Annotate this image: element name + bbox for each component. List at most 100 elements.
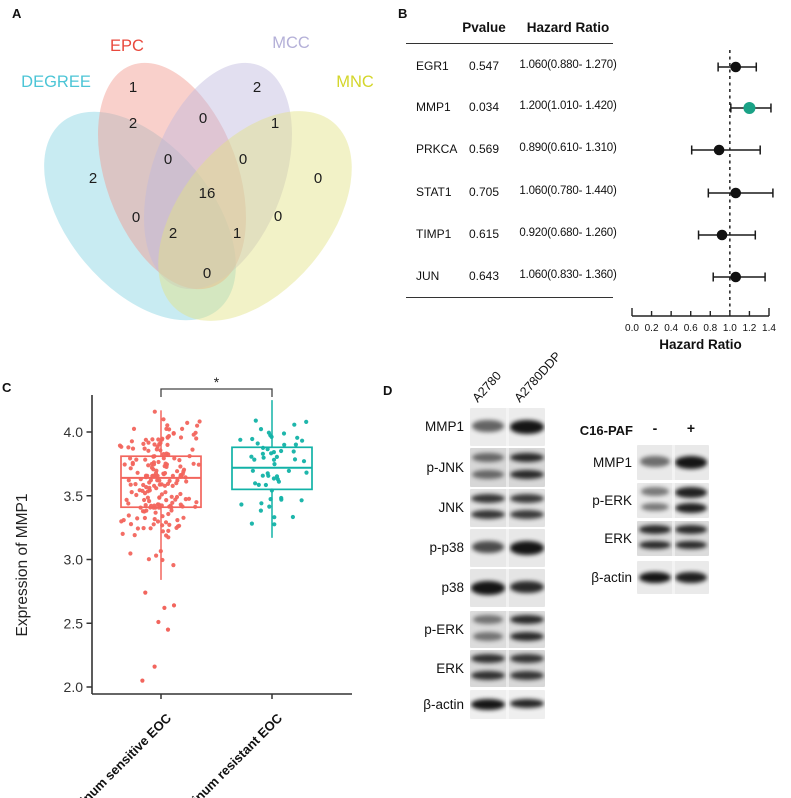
protein-band: [470, 581, 506, 595]
protein-band: [510, 581, 544, 593]
y-tick-label: 4.0: [64, 424, 84, 440]
lane-divider: [506, 529, 509, 567]
blot-row-label-erk: ERK: [604, 531, 632, 546]
hr-table-row-timp1: TIMP1 0.615 0.920(0.680- 1.260): [402, 227, 617, 243]
y-axis-label: Expression of MMP1: [14, 494, 31, 637]
hr-point: [730, 271, 742, 283]
protein-band: [472, 631, 504, 641]
jitter-points: [117, 409, 202, 683]
blot-row-label--actin: β-actin: [591, 570, 632, 585]
venn-ellipse-mcc: [144, 62, 292, 290]
venn-ellipse-degree: [44, 111, 236, 321]
protein-band: [472, 469, 504, 480]
blot-row-label-mmp1: MMP1: [424, 419, 464, 434]
hazard-ratio-table: Pvalue Hazard Ratio EGR1 0.547 1.060(0.880…: [402, 12, 617, 304]
hr-ci-cell: 1.060(0.880- 1.270): [519, 59, 617, 71]
gene-name: EGR1: [416, 59, 449, 73]
venn-count-lower-right: 1: [233, 225, 241, 242]
blot-row-label-erk: ERK: [436, 661, 464, 676]
panel-b-label: B: [398, 6, 408, 21]
protein-band: [471, 493, 505, 503]
hr-table-row-prkca: PRKCA 0.569 0.890(0.610- 1.310): [402, 142, 617, 158]
protein-band: [674, 571, 708, 584]
gene-name: PRKCA: [416, 142, 458, 156]
venn-count-mnc-only: 0: [314, 170, 322, 187]
protein-band: [639, 525, 671, 534]
venn-count-epc-only: 1: [129, 79, 137, 96]
y-tick-label: 3.5: [64, 488, 84, 504]
venn-set-label-degree: DEGREE: [21, 73, 91, 91]
lane-divider: [671, 521, 675, 556]
y-tick-label: 3.0: [64, 552, 84, 568]
col-header-hazard-ratio: Hazard Ratio: [526, 20, 610, 35]
lane-label-plus: +: [686, 420, 696, 436]
blot-strip-p-jnk: [470, 448, 545, 487]
protein-band: [674, 487, 708, 498]
lane-divider: [506, 611, 509, 648]
axis-tick-label: 1.2: [742, 323, 756, 334]
venn-count-mcc-only: 2: [253, 79, 261, 96]
blot-strip-p38: [470, 569, 545, 607]
protein-band: [639, 540, 671, 549]
forest-row-mmp1: [730, 102, 772, 114]
blot-strip-mmp1: [470, 408, 545, 446]
pvalue-cell: 0.615: [468, 227, 500, 241]
forest-x-axis: 0.0 0.2 0.4 0.6 0.8 1.0 1.2 1.4: [625, 308, 776, 334]
forest-row-egr1: [717, 61, 758, 73]
protein-band: [638, 571, 672, 584]
protein-band: [510, 654, 544, 664]
gene-name: JUN: [416, 269, 440, 283]
pvalue-cell: 0.643: [468, 269, 500, 283]
gene-name: STAT1: [416, 185, 452, 199]
venn-set-label-mcc: MCC: [272, 34, 310, 52]
lane-divider: [671, 483, 675, 518]
venn-count-inner-left: 0: [164, 151, 172, 168]
venn-count-mid-right: 0: [274, 208, 282, 225]
blot-row-label-mmp1: MMP1: [592, 455, 632, 470]
protein-band: [509, 420, 545, 434]
treatment-label: C16-PAF: [579, 423, 633, 438]
protein-band: [509, 541, 545, 555]
panel-c-label: C: [2, 380, 12, 395]
hr-ci-cell: 1.200(1.010- 1.420): [519, 100, 617, 112]
lane-label-minus: -: [652, 420, 658, 436]
pvalue-cell: 0.705: [468, 185, 500, 199]
lane-divider: [506, 650, 509, 687]
hr-table-row-jun: JUN 0.643 1.060(0.830- 1.360): [402, 269, 617, 285]
table-bottom-rule: [406, 297, 613, 298]
venn-count-mid-left: 0: [132, 209, 140, 226]
hr-point-highlighted: [743, 102, 756, 114]
blot-strip-p-erk: [470, 611, 545, 648]
protein-band: [510, 670, 544, 680]
lane-divider: [506, 489, 509, 527]
group-resistant: [231, 400, 313, 538]
venn-set-label-epc: EPC: [110, 37, 144, 55]
lane-divider: [506, 448, 509, 487]
venn-set-label-mnc: MNC: [336, 73, 374, 91]
lane-divider: [506, 569, 509, 607]
blot-strip--actin: [470, 690, 545, 719]
protein-band: [510, 493, 544, 503]
lane-divider: [671, 561, 675, 594]
protein-band: [674, 456, 708, 469]
venn-ellipse-mnc: [158, 111, 352, 321]
jitter-points: [238, 418, 309, 527]
protein-band: [675, 525, 707, 534]
protein-band: [510, 452, 544, 463]
protein-band: [472, 420, 504, 432]
protein-band: [471, 541, 505, 553]
axis-tick-label: 0.8: [703, 323, 717, 334]
lane-divider: [506, 690, 509, 719]
significance-bracket: [160, 388, 273, 397]
col-header-pvalue: Pvalue: [462, 20, 506, 35]
blot-row-label-p38: p38: [441, 580, 464, 595]
table-top-rule: [406, 43, 613, 44]
hr-ci-cell: 0.920(0.680- 1.260): [519, 227, 617, 239]
blot-strip-p-p38: [470, 529, 545, 567]
hr-point: [713, 144, 725, 156]
lane-divider: [671, 445, 675, 480]
hr-table-row-stat1: STAT1 0.705 1.060(0.780- 1.440): [402, 185, 617, 201]
